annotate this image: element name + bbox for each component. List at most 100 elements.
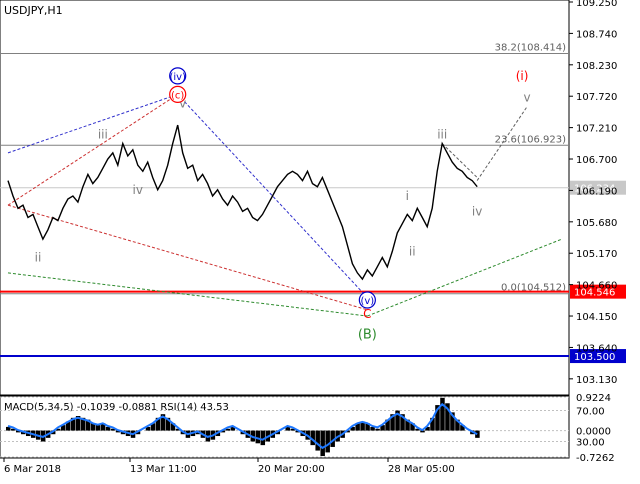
macd-bar <box>85 419 91 431</box>
wave-label: (v) <box>360 296 374 307</box>
macd-bar <box>395 410 400 431</box>
wave-label: iv <box>133 183 143 197</box>
macd-bar <box>150 423 156 431</box>
macd-bar <box>295 430 300 433</box>
macd-bar <box>400 414 405 431</box>
wave-circle <box>358 291 376 309</box>
macd-bar <box>385 419 390 431</box>
wave-label: iii <box>437 127 447 141</box>
macd-tick-label: -0.7262 <box>576 453 615 464</box>
wave-label: v <box>179 97 186 111</box>
price-tag-label: 106.234 <box>574 184 615 195</box>
wave-label: (i) <box>516 69 529 83</box>
y-tick-label: 103.130 <box>576 375 617 386</box>
macd-bar <box>95 425 101 431</box>
macd-bar <box>450 412 455 431</box>
macd-bar <box>290 428 295 431</box>
wave-label: (iv) <box>169 72 186 83</box>
macd-bar <box>365 423 370 431</box>
macd-bar <box>375 428 380 431</box>
wave-circle <box>169 85 187 103</box>
wave-label: ii <box>35 251 42 265</box>
price-tag-box <box>570 284 626 299</box>
macd-bar <box>70 417 76 431</box>
macd-bar <box>315 430 320 451</box>
macd-bar <box>160 414 166 431</box>
macd-bar <box>260 430 266 446</box>
macd-bar <box>460 425 465 431</box>
macd-bar <box>60 425 66 431</box>
macd-bar <box>445 403 450 431</box>
macd-bar <box>425 426 430 431</box>
macd-tick-label: 70.00 <box>576 407 605 418</box>
wave-label: C <box>363 307 371 321</box>
price-tag-box <box>570 349 626 364</box>
macd-bar <box>430 417 435 431</box>
red-channel-line <box>7 204 368 311</box>
chart-title: USDJPY,H1 <box>4 4 63 17</box>
macd-bar <box>55 428 61 431</box>
macd-tick-label: 0.9224 <box>576 393 611 404</box>
wave-label: ii <box>409 244 416 258</box>
rsi-line <box>7 402 478 450</box>
macd-bar <box>225 428 231 431</box>
macd-tick-label: 0.0000 <box>576 427 611 438</box>
y-tick-label: 106.700 <box>576 155 617 166</box>
macd-bar <box>320 430 325 457</box>
macd-bar <box>415 428 420 431</box>
y-tick-label: 109.250 <box>576 0 617 9</box>
wave-label: iii <box>98 127 108 141</box>
macd-bar <box>420 430 425 433</box>
y-tick-label: 105.170 <box>576 249 617 260</box>
macd-bar <box>350 426 355 431</box>
macd-tick-label: 30.00 <box>576 437 605 448</box>
macd-bar <box>475 430 480 438</box>
macd-bar <box>390 414 395 431</box>
red-channel-line <box>7 93 178 206</box>
macd-bar <box>285 426 290 431</box>
green-channel-line <box>7 272 368 317</box>
macd-bar <box>405 419 410 431</box>
macd-bar <box>310 430 315 446</box>
macd-bar <box>100 423 106 431</box>
y-tick-label: 104.150 <box>576 312 617 323</box>
macd-bar <box>80 417 86 431</box>
macd-bar <box>345 430 350 433</box>
macd-bar <box>255 430 261 444</box>
macd-bar <box>330 430 335 447</box>
macd-bar <box>410 423 415 431</box>
y-tick-label: 103.640 <box>576 343 617 354</box>
macd-plot-frame <box>0 395 570 459</box>
macd-bar <box>220 430 226 433</box>
price-series <box>7 124 478 281</box>
macd-label: MACD(5,34,5) -0.1039 -0.0881 RSI(14) 43.… <box>4 402 229 413</box>
y-tick-label: 107.720 <box>576 92 617 103</box>
wave-label: (B) <box>358 328 377 343</box>
x-tick-label: 20 Mar 20:00 <box>258 464 325 475</box>
price-tag-box <box>570 180 626 195</box>
price-tag-label: 104.546 <box>574 288 615 299</box>
y-tick-label: 108.230 <box>576 61 617 72</box>
macd-bar <box>110 428 116 431</box>
macd-bar <box>355 423 360 431</box>
macd-bar <box>75 416 81 431</box>
macd-bar <box>155 417 161 431</box>
macd-bar <box>10 428 16 431</box>
y-tick-label: 108.740 <box>576 29 617 40</box>
x-tick-label: 6 Mar 2018 <box>4 464 61 475</box>
wave-label: iv <box>472 204 482 218</box>
macd-bar <box>360 421 365 431</box>
macd-bar <box>6 426 11 431</box>
wave-label: (c) <box>171 90 184 101</box>
macd-bar <box>15 430 21 433</box>
blue-channel-line <box>177 94 368 298</box>
wave-path <box>441 143 478 178</box>
macd-bar <box>105 426 111 431</box>
fib-level-label: 0.0(104.512) <box>501 283 566 294</box>
y-tick-label: 107.210 <box>576 124 617 135</box>
y-tick-label: 104.660 <box>576 281 617 292</box>
macd-bar <box>115 430 121 433</box>
macd-bar <box>440 397 445 431</box>
y-tick-label: 105.680 <box>576 218 617 229</box>
